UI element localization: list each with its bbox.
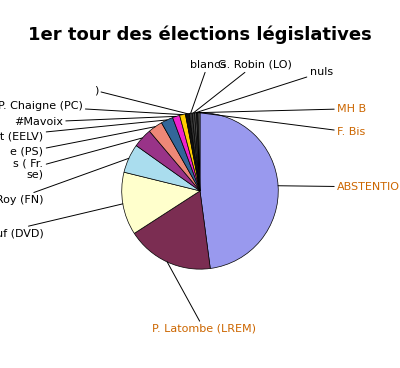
Text: A. Leboeuf (DVD): A. Leboeuf (DVD) [0,204,123,239]
Wedge shape [195,113,200,191]
Text: P. Latombe (LREM): P. Latombe (LREM) [152,262,256,334]
Wedge shape [200,113,278,269]
Text: C. Roy (FN): C. Roy (FN) [0,158,129,205]
Text: s ( Fr.
se): s ( Fr. se) [14,138,142,180]
Wedge shape [192,113,200,191]
Text: F. Bis: F. Bis [199,113,365,137]
Wedge shape [122,172,200,233]
Text: nuls: nuls [196,67,333,113]
Text: #Mavoix: #Mavoix [14,116,176,127]
Text: P. Chaigne (PC): P. Chaigne (PC) [0,101,182,114]
Wedge shape [196,113,200,191]
Wedge shape [150,123,200,191]
Text: ): ) [94,86,187,114]
Wedge shape [136,131,200,191]
Wedge shape [198,113,200,191]
Text: MH B: MH B [197,104,366,114]
Text: . Batiot (EELV): . Batiot (EELV) [0,120,167,141]
Text: 1er tour des élections législatives: 1er tour des élections législatives [28,26,372,44]
Text: e (PS): e (PS) [10,127,155,157]
Text: blancs: blancs [190,60,226,113]
Wedge shape [134,191,210,269]
Text: G. Robin (LO): G. Robin (LO) [193,60,292,113]
Wedge shape [189,113,200,191]
Text: ABSTENTIONS: ABSTENTIONS [278,182,400,192]
Wedge shape [124,146,200,191]
Wedge shape [162,118,200,191]
Wedge shape [173,115,200,191]
Wedge shape [180,114,200,191]
Wedge shape [185,113,200,191]
